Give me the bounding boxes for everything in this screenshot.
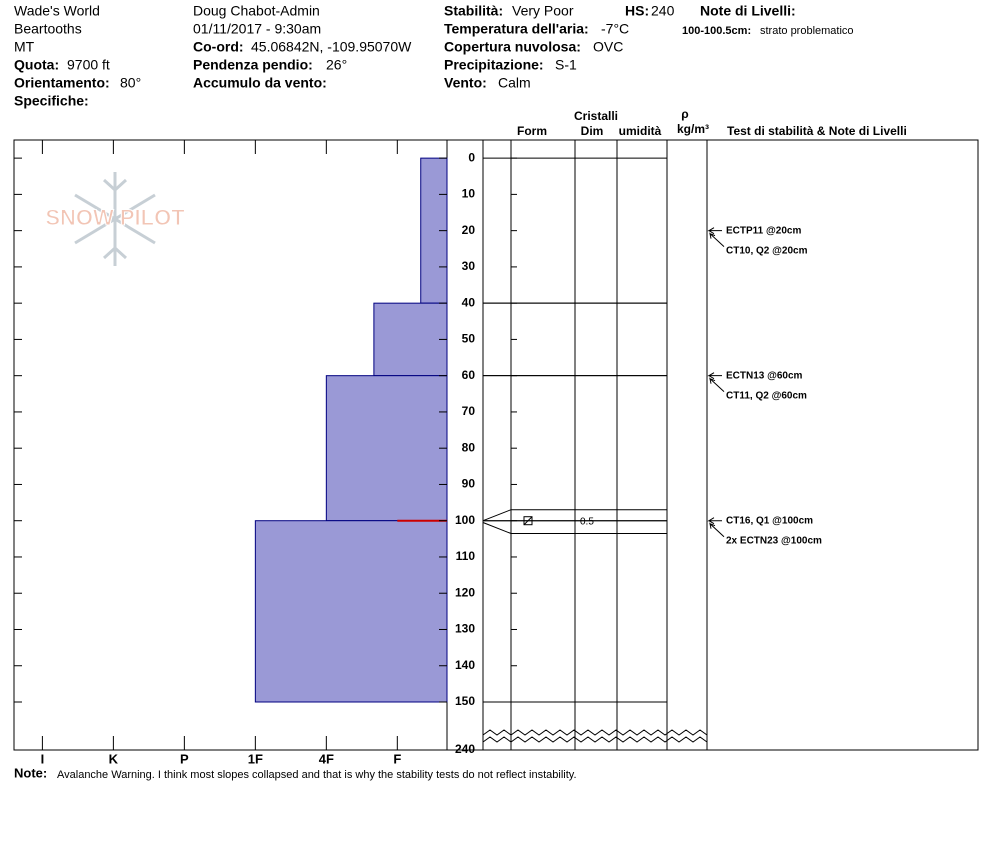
column-header: Cristalli [574,109,618,123]
y-tick-label: 140 [455,658,475,672]
value: Very Poor [512,3,574,19]
label: Vento: [444,75,487,91]
label: Copertura nuvolosa: [444,39,581,55]
y-tick-label: 100 [455,513,475,527]
y-tick-label: 240 [455,742,475,756]
observer: Doug Chabot-Admin [193,3,320,19]
label: Pendenza pendio: [193,57,313,73]
test-arrow [707,227,722,235]
y-tick-label: 150 [455,694,475,708]
value: OVC [593,39,623,55]
range: Beartooths [14,21,82,37]
y-tick-label: 50 [462,332,476,346]
hardness-layer [325,375,448,522]
test-arrow [709,377,725,393]
label: Accumulo da vento: [193,75,327,91]
datetime: 01/11/2017 - 9:30am [193,21,321,37]
profile-frame [446,139,979,751]
y-tick-label: 90 [462,477,476,491]
value: 80° [120,75,141,91]
test-label: 2x ECTN23 @100cm [726,535,822,546]
layer-range: 100-100.5cm: [682,25,751,37]
label: Specifiche: [14,93,89,109]
form-symbol [523,516,533,526]
label: Note di Livelli: [700,3,796,19]
value: 26° [326,57,347,73]
value: Calm [498,75,531,91]
test-arrow [707,372,722,380]
critical-expansion [482,509,667,522]
value: 240 [651,3,675,19]
test-label: CT10, Q2 @20cm [726,245,808,256]
x-tick-label: P [180,751,189,766]
column-header: Form [517,124,547,138]
column-header: ρ [681,107,688,121]
y-tick-label: 70 [462,404,476,418]
x-tick-label: F [393,751,401,766]
test-label: CT16, Q1 @100cm [726,515,813,526]
value: S-1 [555,57,577,73]
test-arrow [707,517,722,525]
frames [13,139,979,751]
note-label: Note: [14,765,47,780]
y-tick-label: 0 [468,150,475,164]
y-tick-label: 130 [455,622,475,636]
state: MT [14,39,35,55]
column-header: umidità [619,124,662,138]
logo: SNOW PILOT [45,172,186,266]
label: Co-ord: [193,39,244,55]
label: Quota: [14,57,59,73]
column-header: kg/m³ [677,122,709,136]
x-tick-label: I [41,751,45,766]
note-text: Avalanche Warning. I think most slopes c… [57,769,577,781]
y-tick-label: 60 [462,368,476,382]
logo-text: SNOW PILOT [45,205,185,230]
column-header: Dim [581,124,604,138]
break [482,729,708,736]
critical-expansion [482,522,667,535]
x-tick-label: K [109,751,119,766]
y-tick-label: 30 [462,259,476,273]
test-label: ECTN13 @60cm [726,370,803,381]
y-tick-label: 40 [462,295,476,309]
test-label: ECTP11 @20cm [726,225,801,236]
label: Stabilità: [444,3,503,19]
snowflake [74,172,156,266]
label: Orientamento: [14,75,110,91]
hardness-layer [254,520,448,703]
test-arrow [709,522,725,538]
site: Wade's World [14,3,100,19]
test-label: CT11, Q2 @60cm [726,390,807,401]
form-symbol [523,516,533,526]
value: 9700 ft [67,57,110,73]
crystal-size: 0.5 [580,516,594,527]
layer-note: strato problematico [760,25,854,37]
y-tick-label: 20 [462,223,476,237]
value: -7°C [601,21,629,37]
column-header: Test di stabilità & Note di Livelli [727,124,907,138]
value: 45.06842N, -109.95070W [251,39,412,55]
y-tick-label: 10 [462,187,476,201]
label: Precipitazione: [444,57,544,73]
break [482,736,708,743]
x-tick-label: 1F [248,751,263,766]
header: Wade's World Beartooths MT Quota: 9700 f… [14,3,854,109]
hardness-layer [373,302,448,377]
label: Temperatura dell'aria: [444,21,589,37]
y-tick-label: 120 [455,585,475,599]
column-headers: Cristalli Form Dim umidità ρ kg/m³ Test … [517,107,907,138]
y-tick-label: 80 [462,440,476,454]
y-tick-label: 110 [456,549,476,563]
x-tick-label: 4F [319,751,334,766]
label: HS: [625,3,649,19]
test-arrow [709,232,725,248]
